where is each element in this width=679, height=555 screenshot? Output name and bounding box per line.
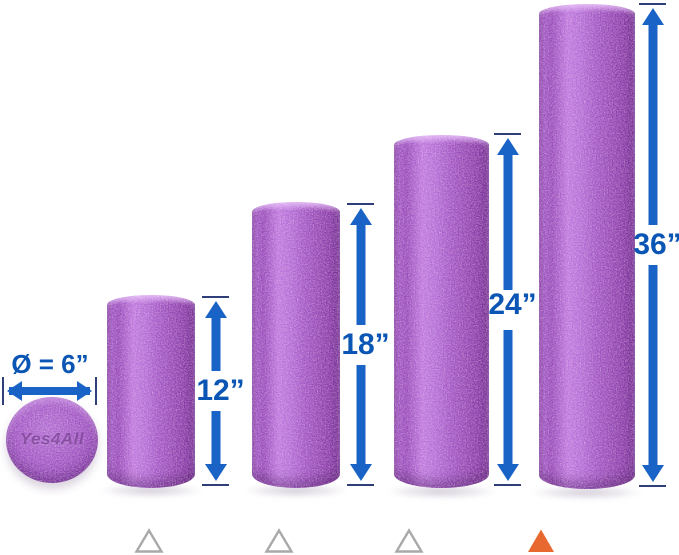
diameter-arrow bbox=[2, 377, 97, 405]
foam-texture bbox=[252, 202, 340, 488]
roller-24-inch bbox=[394, 135, 489, 488]
yes4all-logo-emboss: Yes4All bbox=[19, 429, 85, 449]
arrow-up-icon bbox=[641, 5, 665, 225]
dimension-tick-top bbox=[347, 203, 374, 205]
height-arrow-18-inch: 18” bbox=[341, 203, 390, 486]
height-arrow-12-inch: 12” bbox=[196, 296, 245, 486]
dimension-tick-top bbox=[639, 3, 666, 5]
size-indicator-triangle-1 bbox=[134, 528, 164, 553]
height-arrow-24-inch: 24” bbox=[488, 133, 537, 486]
arrow-up-icon bbox=[496, 135, 520, 290]
arrow-up-icon bbox=[349, 205, 373, 325]
dimension-tick-bottom bbox=[494, 484, 521, 486]
height-arrow-36-inch: 36” bbox=[633, 3, 679, 487]
arrow-head-right-icon bbox=[77, 381, 92, 401]
arrow-down-icon bbox=[204, 411, 228, 484]
dimension-tick-top bbox=[202, 296, 229, 298]
arrow-head-left-icon bbox=[7, 381, 22, 401]
diameter-label: Ø = 6” bbox=[11, 349, 89, 379]
arrow-down-icon bbox=[641, 265, 665, 485]
foam-texture bbox=[394, 135, 489, 488]
roller-36-inch bbox=[539, 4, 635, 489]
size-label-12: 12” bbox=[196, 374, 245, 407]
diameter-arrow-shaft bbox=[9, 387, 90, 395]
size-label-24: 24” bbox=[488, 287, 537, 321]
size-label-18: 18” bbox=[341, 327, 390, 361]
diameter-tick-right bbox=[95, 377, 97, 405]
arrow-up-icon bbox=[204, 298, 228, 371]
dimension-tick-top bbox=[494, 133, 521, 135]
roller-end-cap: Yes4All bbox=[6, 397, 98, 483]
size-indicator-triangle-3 bbox=[394, 528, 424, 553]
roller-18-inch bbox=[252, 202, 340, 488]
roller-12-inch bbox=[107, 295, 195, 488]
dimension-tick-bottom bbox=[347, 484, 374, 486]
dimension-tick-bottom bbox=[202, 484, 229, 486]
size-indicator-triangle-4-selected bbox=[528, 529, 554, 552]
diameter-tick-left bbox=[2, 377, 4, 405]
size-indicator-triangle-2 bbox=[264, 528, 294, 553]
arrow-down-icon bbox=[349, 365, 373, 485]
foam-texture bbox=[539, 4, 635, 489]
foam-texture bbox=[107, 295, 195, 488]
size-label-36: 36” bbox=[633, 228, 679, 261]
dimension-tick-bottom bbox=[639, 485, 666, 487]
arrow-down-icon bbox=[496, 330, 520, 485]
